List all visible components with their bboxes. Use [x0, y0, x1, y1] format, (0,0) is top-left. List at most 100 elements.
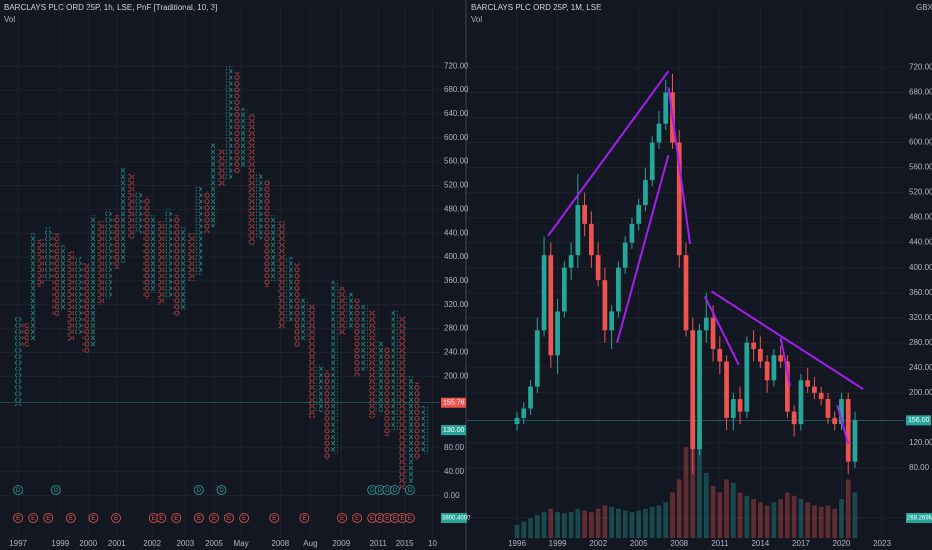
event-marker	[13, 485, 23, 495]
volume-bar	[845, 479, 851, 538]
event-label: E	[69, 516, 73, 522]
y-tick-label: 360.00	[444, 276, 469, 285]
x-tick-label: 2002	[589, 539, 607, 548]
x-tick-label: Aug	[303, 539, 317, 548]
pnf-column	[384, 346, 391, 436]
candle-body	[703, 317, 709, 331]
pnf-column	[52, 233, 59, 317]
pnf-column	[97, 221, 105, 305]
x-tick-label: 2008	[670, 539, 688, 548]
pnf-column	[233, 72, 240, 174]
volume-bar	[683, 447, 689, 538]
y-tick-label: 520.00	[444, 181, 469, 190]
candle-body	[602, 280, 608, 331]
event-marker	[111, 513, 121, 523]
candle-body	[636, 205, 642, 224]
event-marker	[209, 513, 219, 523]
volume-bar	[717, 492, 723, 538]
event-marker	[224, 513, 234, 523]
pnf-column	[127, 173, 135, 240]
pnf-column	[120, 167, 127, 264]
event-label: E	[302, 516, 306, 522]
volume-bar	[798, 499, 804, 538]
y-tick-label: 600.00	[444, 133, 469, 142]
y-tick-label: 320.00	[444, 300, 469, 309]
volume-bar	[643, 508, 648, 538]
event-marker	[171, 513, 182, 523]
event-label: E	[174, 516, 178, 522]
pnf-column	[22, 322, 29, 347]
candle-body	[656, 123, 662, 143]
pnf-column	[105, 209, 112, 299]
candle-body	[839, 399, 844, 425]
candle-body	[785, 361, 790, 412]
pnf-column	[278, 221, 285, 329]
volume-bar	[818, 506, 824, 538]
volume-bar	[616, 508, 621, 538]
volume-bar	[839, 499, 844, 538]
candle-body	[697, 330, 702, 450]
event-label: E	[400, 516, 404, 522]
candle-body	[663, 92, 669, 124]
y-tick-label: 440.00	[909, 238, 932, 247]
x-tick-label: 2020	[833, 539, 851, 548]
volume-bar	[514, 525, 520, 538]
candle-body	[595, 255, 601, 281]
volume-bar	[541, 512, 547, 538]
pnf-column	[75, 257, 82, 335]
trend-line	[836, 405, 850, 445]
event-label: E	[242, 516, 246, 522]
left-subtitle: Vol	[4, 15, 15, 24]
pnf-column	[188, 233, 195, 281]
pnf-column	[158, 221, 165, 305]
candle-body	[832, 417, 838, 425]
candle-body	[771, 355, 777, 381]
event-label: D	[393, 488, 398, 494]
trend-line	[547, 70, 670, 237]
pnf-column	[414, 382, 421, 460]
volume-bar	[568, 512, 574, 538]
volume-tag-label: 268.269M	[907, 516, 932, 522]
volume-bar	[609, 506, 615, 538]
y-tick-label: 120.00	[909, 438, 932, 447]
event-marker	[352, 513, 363, 523]
event-label: D	[378, 488, 383, 494]
volume-bar	[771, 502, 777, 538]
x-tick-label: 2005	[205, 539, 223, 548]
price-tag-label: 130.00	[443, 427, 465, 434]
pnf-column	[286, 257, 293, 323]
x-tick-label: 2003	[176, 539, 194, 548]
candle-body	[852, 420, 858, 462]
volume-bar	[636, 510, 642, 538]
candle-body	[622, 242, 628, 268]
event-label: E	[378, 516, 382, 522]
volume-bar	[697, 434, 702, 538]
y-tick-label: 720.00	[444, 61, 469, 70]
volume-tag	[441, 513, 467, 523]
x-tick-label: 2015	[396, 539, 414, 548]
pnf-column	[210, 143, 218, 228]
candle-body	[825, 399, 831, 418]
event-marker	[28, 513, 39, 523]
pnf-column	[142, 197, 150, 299]
candle-body	[676, 142, 682, 256]
candle-body	[589, 223, 594, 256]
candle-body	[805, 380, 811, 387]
event-label: E	[197, 516, 201, 522]
volume-bar	[555, 512, 560, 538]
y-tick-label: 280.00	[444, 324, 469, 333]
y-tick-label: 80.00	[909, 463, 930, 472]
volume-bar	[757, 502, 763, 538]
pnf-column	[331, 280, 338, 454]
pnf-column	[346, 292, 353, 329]
pnf-column	[271, 215, 278, 281]
currency: GBX	[916, 3, 932, 12]
candle-body	[548, 255, 554, 356]
trend-line	[616, 154, 670, 344]
volume-bar	[622, 510, 628, 538]
candle-body	[710, 317, 716, 350]
x-tick-label: 1999	[51, 539, 69, 548]
candle-body	[764, 361, 770, 381]
volume-bar	[805, 502, 811, 538]
pnf-column	[293, 263, 301, 347]
